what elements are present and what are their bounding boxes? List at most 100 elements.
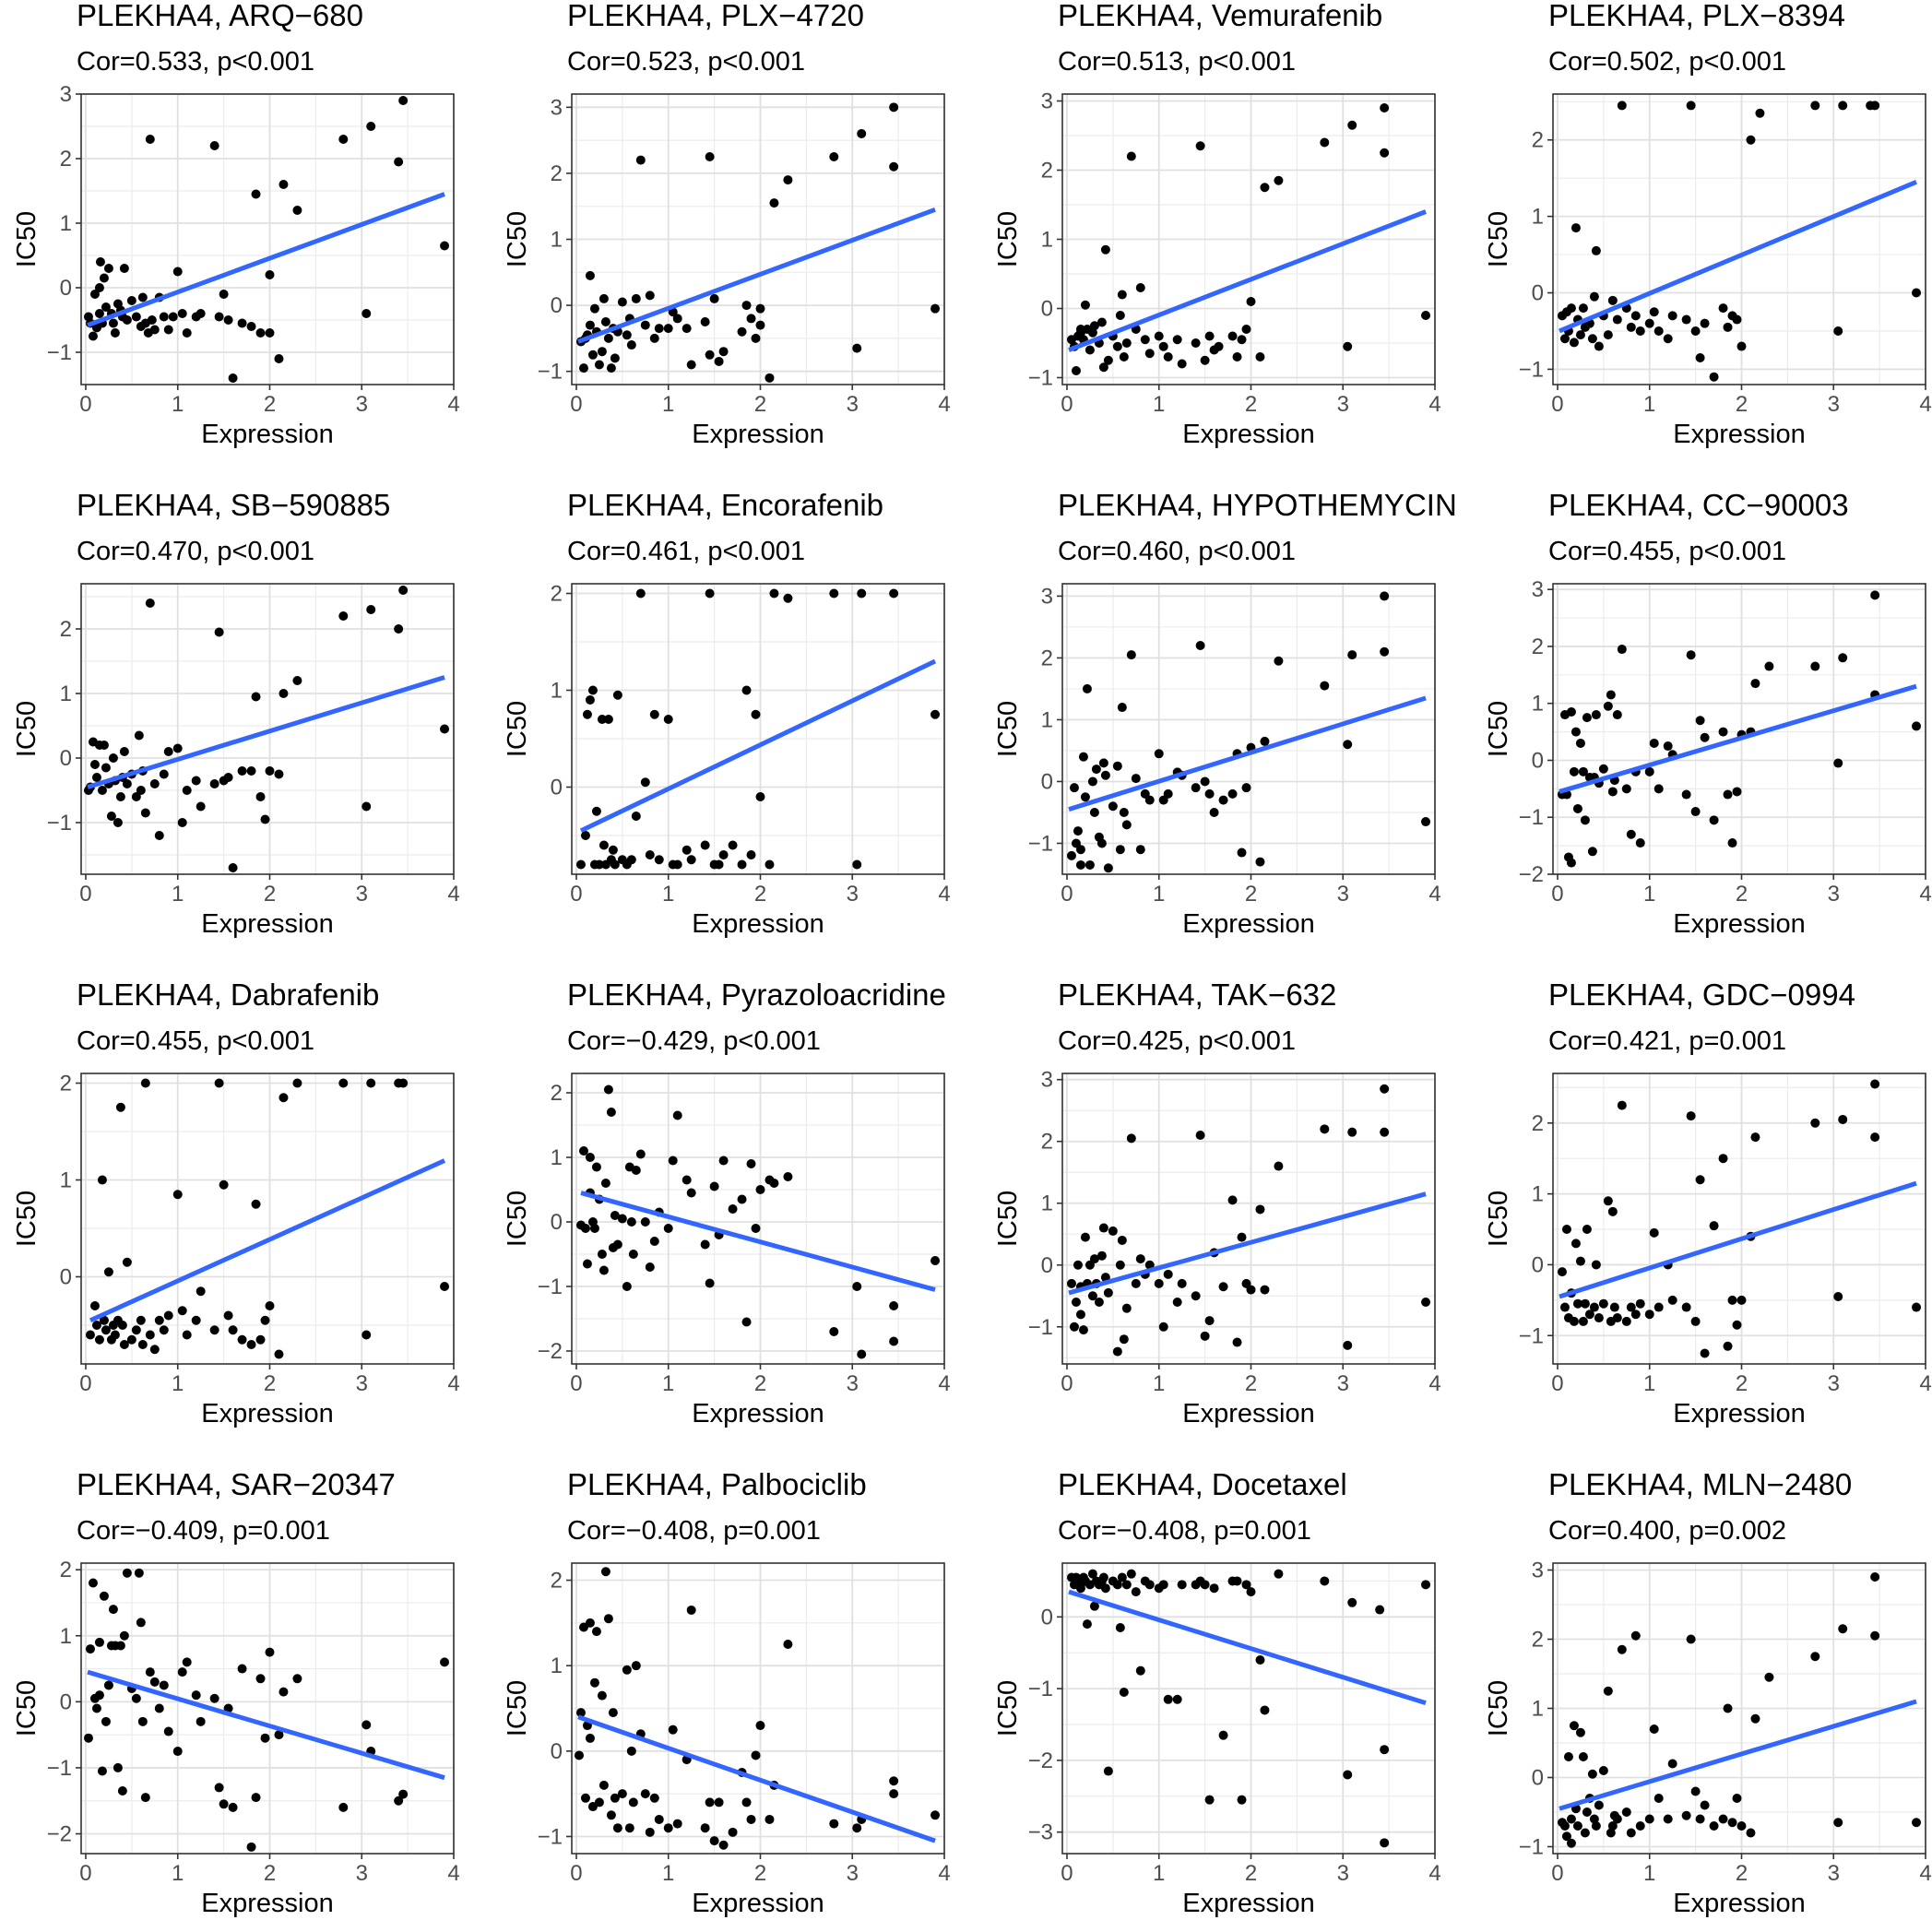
data-point	[663, 1224, 673, 1233]
data-point	[1140, 335, 1150, 345]
scatter-panel: PLEKHA4, Palbociclib Cor=−0.408, p=0.001 0…	[503, 1467, 951, 1918]
data-point	[1098, 362, 1108, 373]
data-point	[1204, 1795, 1215, 1805]
data-point	[1112, 1580, 1122, 1590]
data-point	[1718, 303, 1728, 314]
y-axis-title: IC50	[993, 211, 1023, 267]
data-point	[1343, 1770, 1353, 1780]
data-point	[1380, 1745, 1390, 1755]
data-point	[131, 792, 141, 801]
data-point	[829, 152, 839, 162]
panel-subtitle: Cor=0.460, p<0.001	[1058, 537, 1296, 566]
data-point	[1686, 1111, 1696, 1121]
data-point	[255, 328, 266, 338]
data-point	[1260, 183, 1270, 193]
data-point	[1098, 1572, 1108, 1582]
data-point	[1912, 288, 1922, 298]
data-point	[1727, 1818, 1737, 1828]
data-point	[1736, 1295, 1747, 1305]
data-point	[1912, 1818, 1922, 1828]
data-point	[1158, 1322, 1168, 1332]
scatter-panel: PLEKHA4, PLX−8394 Cor=0.502, p<0.001 0 1 2 3 4…	[1484, 0, 1932, 449]
y-tick-label: 1	[551, 679, 563, 704]
data-point	[89, 290, 100, 299]
y-tick-label: 1	[1532, 205, 1544, 230]
data-point	[1421, 1580, 1431, 1590]
x-tick-label: 3	[1828, 1371, 1840, 1396]
data-point	[1241, 783, 1251, 793]
data-point	[1066, 1278, 1076, 1288]
y-tick-label: 2	[60, 1558, 72, 1582]
data-point	[196, 801, 206, 812]
x-tick-label: 0	[79, 1371, 91, 1396]
data-point	[1603, 330, 1613, 340]
data-point	[1100, 770, 1110, 780]
data-point	[209, 1693, 219, 1703]
data-point	[1191, 783, 1201, 793]
y-axis-title: IC50	[12, 1680, 41, 1736]
data-point	[134, 1568, 144, 1578]
x-tick-label: 0	[1551, 1861, 1563, 1886]
y-tick-label: −1	[1519, 357, 1544, 382]
data-point	[131, 312, 141, 322]
data-point	[608, 1708, 618, 1718]
data-point	[1575, 1256, 1585, 1266]
data-point	[1073, 826, 1083, 836]
data-point	[857, 588, 867, 599]
data-point	[1121, 1303, 1132, 1313]
data-point	[126, 296, 136, 305]
x-tick-label: 4	[1919, 392, 1931, 417]
data-point	[645, 1262, 655, 1272]
data-point	[1718, 1154, 1728, 1164]
data-point	[1200, 776, 1210, 787]
data-point	[1121, 820, 1132, 830]
x-tick-label: 1	[1153, 392, 1165, 417]
panel-border	[1061, 1073, 1436, 1365]
regression-line	[1559, 1180, 1917, 1299]
regression-line	[87, 1669, 445, 1781]
data-point	[1100, 1583, 1110, 1594]
data-point	[783, 593, 793, 603]
data-point	[1103, 1287, 1113, 1298]
data-point	[1644, 766, 1654, 776]
data-point	[91, 1703, 101, 1713]
data-point	[1644, 318, 1654, 328]
x-tick-label: 3	[356, 882, 368, 907]
data-point	[223, 1310, 233, 1321]
data-point	[1135, 845, 1145, 855]
y-tick-label: 3	[1041, 584, 1053, 609]
data-point	[1718, 1814, 1728, 1824]
data-point	[214, 1078, 224, 1088]
data-point	[610, 859, 620, 870]
data-point	[709, 293, 719, 303]
data-point	[251, 189, 261, 199]
data-point	[603, 1085, 613, 1095]
panel-title: PLEKHA4, Vemurafenib	[1058, 0, 1382, 32]
data-point	[1559, 1302, 1570, 1312]
data-point	[714, 356, 724, 366]
data-point	[1089, 1254, 1099, 1264]
data-point	[597, 347, 607, 357]
data-point	[591, 1162, 601, 1172]
data-point	[1087, 1291, 1097, 1301]
data-point	[117, 1321, 127, 1330]
data-point	[110, 1330, 120, 1340]
data-point	[1810, 1118, 1820, 1128]
scatter-panel: PLEKHA4, SAR−20347 Cor=−0.409, p=0.001 0 1 2…	[12, 1467, 460, 1918]
data-point	[1575, 1727, 1585, 1737]
data-point	[97, 1175, 107, 1185]
data-point	[709, 1836, 719, 1846]
x-tick-label: 3	[1828, 882, 1840, 907]
data-point	[1069, 783, 1079, 793]
data-point	[149, 1345, 160, 1355]
data-point	[649, 1793, 659, 1803]
data-point	[1578, 766, 1588, 776]
y-tick-label: 0	[1041, 1605, 1053, 1630]
data-point	[1108, 1226, 1118, 1236]
x-tick-label: 4	[938, 882, 950, 907]
data-point	[1810, 101, 1820, 111]
data-point	[440, 1657, 450, 1667]
data-point	[829, 588, 839, 599]
data-point	[228, 863, 238, 872]
data-point	[1343, 740, 1353, 750]
